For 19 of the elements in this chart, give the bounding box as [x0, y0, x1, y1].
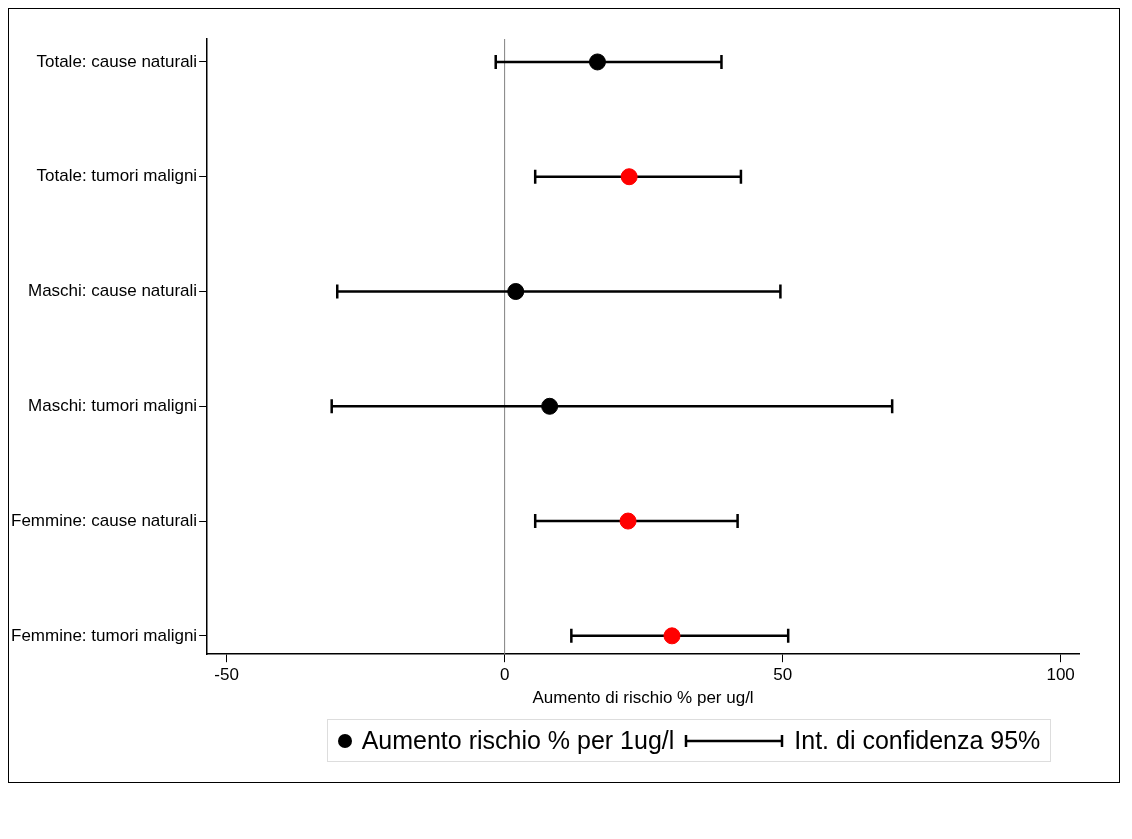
x-tick-label: 50: [773, 665, 793, 685]
text: Int. di confidenza 95%: [794, 726, 1041, 755]
point: [620, 168, 638, 186]
point: [588, 53, 606, 71]
x-axis-title: Aumento di rischio % per ug/l: [532, 688, 754, 708]
x-tick-label: 100: [1046, 665, 1075, 685]
y-tick-label: Femmine: cause naturali: [11, 510, 198, 530]
legend-label: Aumento rischio % per 1ug/l: [361, 726, 675, 755]
y-tick-label: Femmine: tumori maligni: [11, 625, 198, 645]
point: [541, 397, 559, 415]
x-tick-label: -50: [214, 665, 239, 685]
y-tick-label: Maschi: tumori maligni: [28, 395, 198, 415]
point: [619, 512, 637, 530]
x-tick-label: 0: [499, 665, 510, 685]
point: [663, 627, 681, 645]
point: [507, 283, 525, 301]
y-tick-label: Totale: cause naturali: [36, 51, 198, 71]
y-tick-label: Totale: tumori maligni: [36, 166, 198, 186]
y-tick-label: Maschi: cause naturali: [28, 281, 198, 301]
